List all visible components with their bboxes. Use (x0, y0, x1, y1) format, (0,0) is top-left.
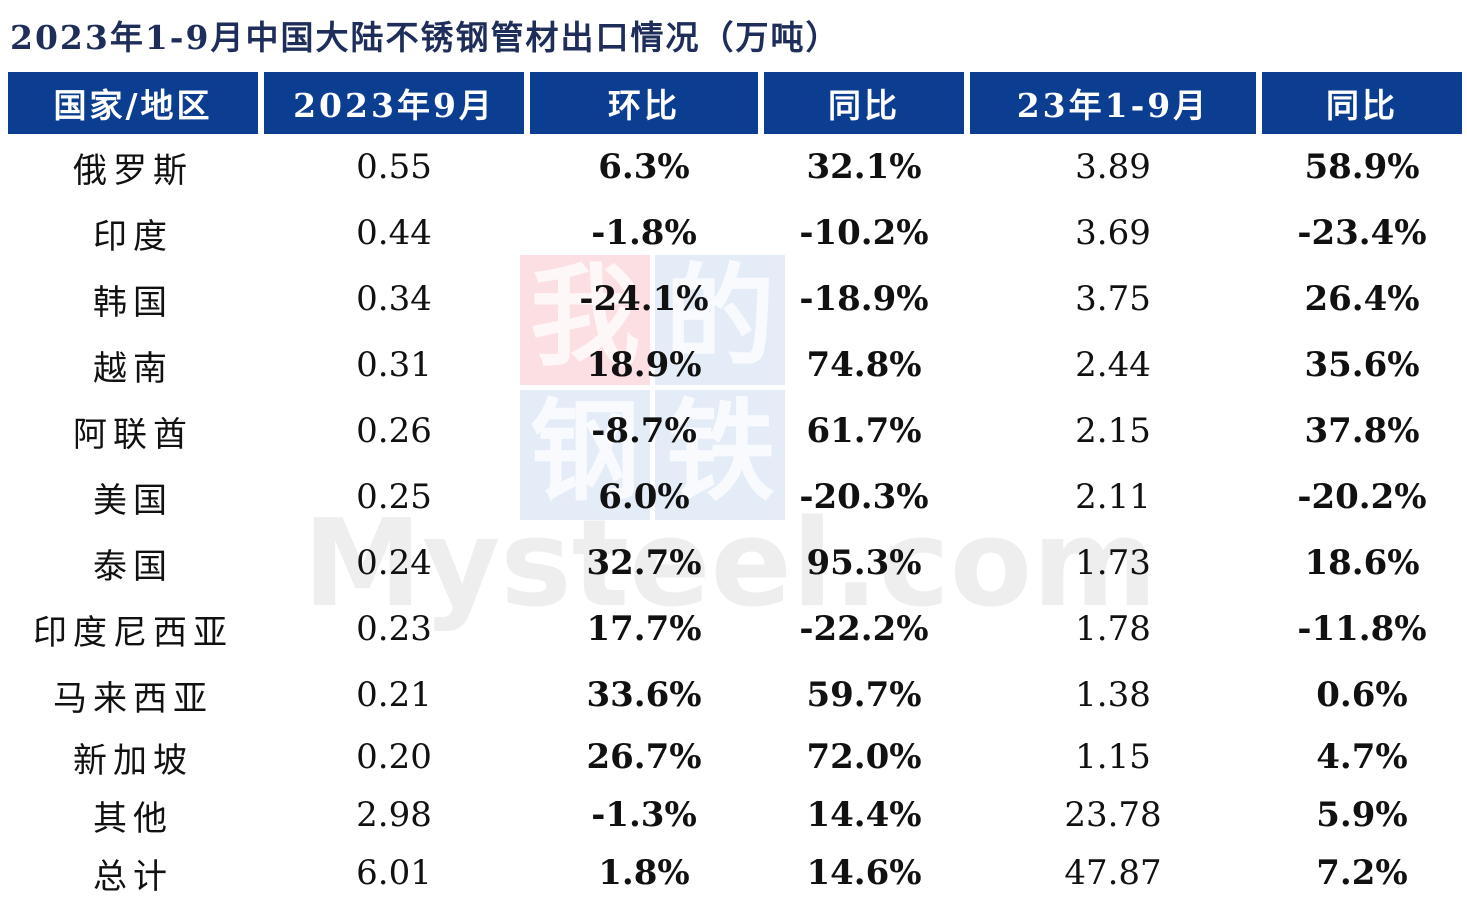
cell-country: 总计 (93, 856, 173, 897)
cell-mom: 6.3% (598, 147, 690, 187)
header-country: 国家/地区 (8, 72, 258, 134)
cell-ytd-yoy: 37.8% (1304, 411, 1420, 451)
header-sep-2023: 2023年9月 (264, 72, 524, 134)
cell-ytd-yoy: -23.4% (1297, 213, 1427, 253)
cell-country: 阿联酋 (73, 414, 193, 455)
table-row: 其他 2.98 -1.3% 14.4% 23.78 5.9% (8, 786, 1462, 844)
cell-mom: 18.9% (586, 345, 702, 385)
cell-ytd: 3.75 (1075, 279, 1151, 319)
cell-sep-2023: 0.34 (356, 279, 432, 319)
cell-ytd-yoy: 5.9% (1316, 795, 1408, 835)
cell-ytd: 1.73 (1075, 543, 1151, 583)
cell-sep-2023: 0.21 (356, 675, 432, 715)
cell-ytd-yoy: 0.6% (1316, 675, 1408, 715)
cell-sep-2023: 0.31 (356, 345, 432, 385)
cell-country: 越南 (93, 348, 173, 389)
cell-ytd-yoy: 18.6% (1304, 543, 1420, 583)
table-row: 阿联酋 0.26 -8.7% 61.7% 2.15 37.8% (8, 398, 1462, 464)
cell-ytd-yoy: 35.6% (1304, 345, 1420, 385)
cell-yoy: 14.6% (806, 853, 922, 893)
cell-ytd: 2.11 (1075, 477, 1151, 517)
table-row: 泰国 0.24 32.7% 95.3% 1.73 18.6% (8, 530, 1462, 596)
cell-mom: 32.7% (586, 543, 702, 583)
table-row: 印度尼西亚 0.23 17.7% -22.2% 1.78 -11.8% (8, 596, 1462, 662)
cell-yoy: -18.9% (799, 279, 929, 319)
table-row: 马来西亚 0.21 33.6% 59.7% 1.38 0.6% (8, 662, 1462, 728)
table-row: 总计 6.01 1.8% 14.6% 47.87 7.2% (8, 844, 1462, 902)
cell-yoy: 32.1% (806, 147, 922, 187)
cell-sep-2023: 0.25 (356, 477, 432, 517)
table-body: 俄罗斯 0.55 6.3% 32.1% 3.89 58.9% 印度 0.44 -1.8% -10.… (8, 134, 1462, 902)
cell-country: 其他 (93, 798, 173, 839)
cell-country: 韩国 (93, 282, 173, 323)
cell-sep-2023: 0.26 (356, 411, 432, 451)
cell-ytd: 23.78 (1064, 795, 1162, 835)
cell-country: 美国 (93, 480, 173, 521)
cell-sep-2023: 0.44 (356, 213, 432, 253)
table-row: 新加坡 0.20 26.7% 72.0% 1.15 4.7% (8, 728, 1462, 786)
cell-country: 印度尼西亚 (33, 612, 233, 653)
cell-country: 马来西亚 (53, 678, 213, 719)
table-title: 2023年1-9月中国大陆不锈钢管材出口情况（万吨） (10, 18, 841, 57)
cell-ytd: 1.38 (1075, 675, 1151, 715)
table-row: 俄罗斯 0.55 6.3% 32.1% 3.89 58.9% (8, 134, 1462, 200)
cell-country: 印度 (93, 216, 173, 257)
cell-mom: 17.7% (586, 609, 702, 649)
cell-ytd: 1.15 (1075, 737, 1151, 777)
cell-mom: -24.1% (579, 279, 709, 319)
cell-mom: 33.6% (586, 675, 702, 715)
cell-mom: 6.0% (598, 477, 690, 517)
cell-sep-2023: 2.98 (356, 795, 432, 835)
export-table: 国家/地区 2023年9月 环比 同比 23年1-9月 同比 俄罗斯 0.55 6.… (2, 72, 1467, 902)
header-ytd-yoy: 同比 (1262, 72, 1462, 134)
table-row: 美国 0.25 6.0% -20.3% 2.11 -20.2% (8, 464, 1462, 530)
cell-mom: -8.7% (591, 411, 697, 451)
cell-country: 泰国 (93, 546, 173, 587)
cell-yoy: 61.7% (806, 411, 922, 451)
cell-ytd-yoy: -20.2% (1297, 477, 1427, 517)
cell-mom: -1.8% (591, 213, 697, 253)
cell-ytd-yoy: -11.8% (1297, 609, 1427, 649)
cell-sep-2023: 0.20 (356, 737, 432, 777)
cell-ytd: 47.87 (1064, 853, 1162, 893)
cell-sep-2023: 6.01 (356, 853, 432, 893)
cell-yoy: -20.3% (799, 477, 929, 517)
cell-ytd: 3.89 (1075, 147, 1151, 187)
cell-yoy: -22.2% (799, 609, 929, 649)
cell-ytd: 3.69 (1075, 213, 1151, 253)
table-row: 越南 0.31 18.9% 74.8% 2.44 35.6% (8, 332, 1462, 398)
cell-ytd-yoy: 4.7% (1316, 737, 1408, 777)
cell-ytd: 2.44 (1075, 345, 1151, 385)
header-yoy: 同比 (764, 72, 964, 134)
table-row: 印度 0.44 -1.8% -10.2% 3.69 -23.4% (8, 200, 1462, 266)
header-ytd: 23年1-9月 (970, 72, 1256, 134)
cell-sep-2023: 0.55 (356, 147, 432, 187)
cell-country: 新加坡 (73, 740, 193, 781)
cell-mom: -1.3% (591, 795, 697, 835)
cell-ytd-yoy: 7.2% (1316, 853, 1408, 893)
cell-ytd: 2.15 (1075, 411, 1151, 451)
cell-ytd-yoy: 26.4% (1304, 279, 1420, 319)
cell-yoy: 95.3% (806, 543, 922, 583)
cell-yoy: 14.4% (806, 795, 922, 835)
cell-mom: 1.8% (598, 853, 690, 893)
table-row: 韩国 0.34 -24.1% -18.9% 3.75 26.4% (8, 266, 1462, 332)
cell-yoy: 59.7% (806, 675, 922, 715)
cell-sep-2023: 0.23 (356, 609, 432, 649)
cell-yoy: -10.2% (799, 213, 929, 253)
cell-mom: 26.7% (586, 737, 702, 777)
cell-ytd-yoy: 58.9% (1304, 147, 1420, 187)
cell-sep-2023: 0.24 (356, 543, 432, 583)
cell-yoy: 74.8% (806, 345, 922, 385)
cell-ytd: 1.78 (1075, 609, 1151, 649)
cell-country: 俄罗斯 (73, 150, 193, 191)
cell-yoy: 72.0% (806, 737, 922, 777)
header-row: 国家/地区 2023年9月 环比 同比 23年1-9月 同比 (8, 72, 1462, 134)
header-mom: 环比 (530, 72, 758, 134)
